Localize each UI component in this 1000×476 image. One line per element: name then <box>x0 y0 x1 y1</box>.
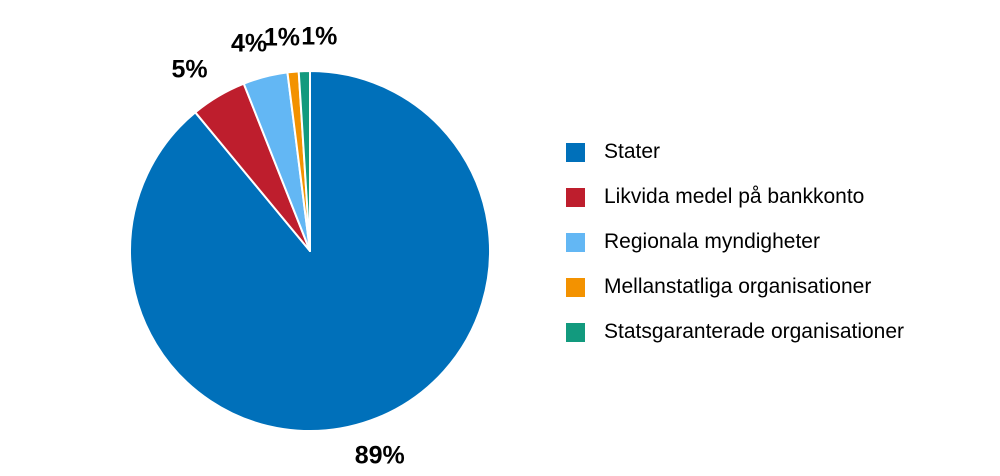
legend-swatch <box>566 232 585 252</box>
legend-item-stater: Stater <box>566 140 986 164</box>
data-label-stater: 89% <box>355 441 405 469</box>
pie-slices <box>129 70 491 432</box>
legend-label: Stater <box>604 140 661 163</box>
legend-item-regionala-myndigheter: Regionala myndigheter <box>566 230 986 254</box>
legend-label: Statsgaranterade organisationer <box>604 320 905 343</box>
data-label-likvida-medel-pa-bankkonto: 5% <box>172 56 208 84</box>
legend-swatch <box>566 322 585 342</box>
legend-swatch <box>566 187 585 207</box>
pie-slice-statsgaranterade-organisationer <box>297 70 311 252</box>
data-label-statsgaranterade-organisationer: 1% <box>301 23 337 51</box>
legend-label: Regionala myndigheter <box>604 230 820 253</box>
legend: Stater Likvida medel på bankkonto Region… <box>566 140 986 365</box>
legend-item-mellanstatliga: Mellanstatliga organisationer <box>566 275 986 299</box>
pie-data-labels: 89%5%4%1% 1% <box>172 23 405 470</box>
data-label-mellanstatliga-organisationer: 1% <box>264 24 300 52</box>
legend-swatch <box>566 277 585 297</box>
legend-item-statsgaranterade: Statsgaranterade organisationer <box>566 320 986 344</box>
legend-label: Mellanstatliga organisationer <box>604 275 872 298</box>
legend-item-likvida-medel: Likvida medel på bankkonto <box>566 185 986 209</box>
legend-label: Likvida medel på bankkonto <box>604 185 865 208</box>
legend-swatch <box>566 142 585 162</box>
data-label-regionala-myndigheter: 4% <box>231 29 267 57</box>
